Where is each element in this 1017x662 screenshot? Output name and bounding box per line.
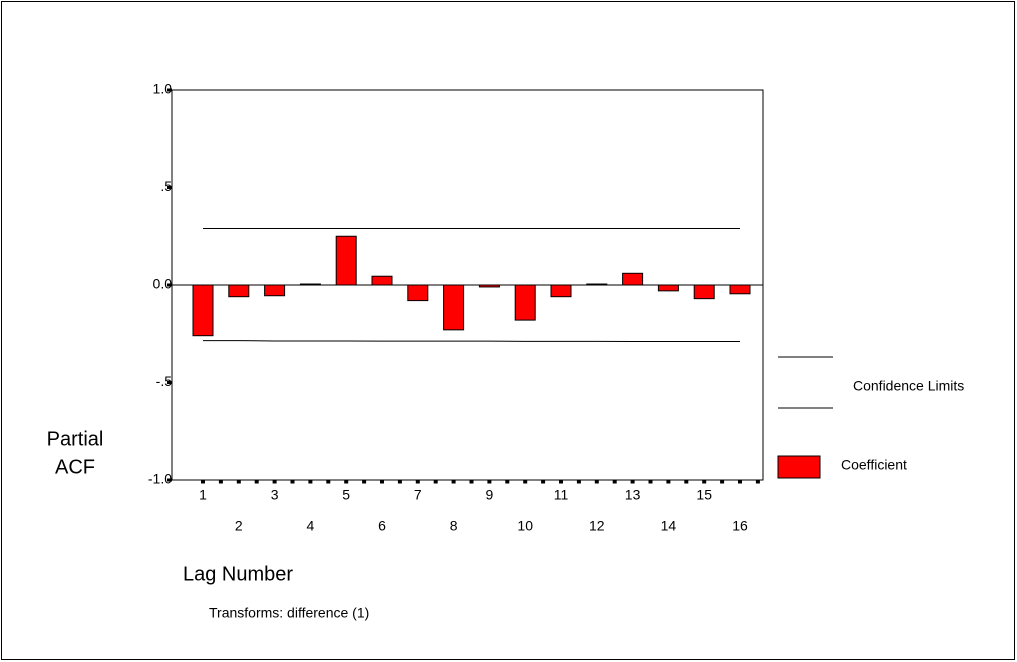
bar: [514, 284, 536, 321]
bar: [264, 284, 286, 297]
x-tick-label: 15: [696, 487, 712, 503]
x-tick-label: 1: [199, 487, 207, 503]
bar: [622, 272, 644, 286]
y-tick-label: 1.0: [153, 81, 173, 97]
x-tick-label: 16: [732, 518, 748, 534]
bar: [371, 275, 393, 286]
x-tick-label: 12: [589, 518, 605, 534]
bar: [729, 284, 751, 295]
bar: [192, 284, 214, 337]
bar: [407, 284, 429, 302]
bar: [443, 284, 465, 331]
x-tick-label: 3: [271, 487, 279, 503]
y-tick-label: 0.0: [153, 276, 173, 292]
legend-label: Coefficient: [841, 457, 907, 473]
x-tick-label: 8: [450, 518, 458, 534]
bar: [335, 235, 357, 286]
x-tick-label: 4: [307, 518, 315, 534]
y-axis-label: Partial: [47, 428, 104, 450]
x-tick-label: 11: [554, 487, 569, 503]
y-tick-label: .5: [160, 178, 172, 194]
confidence-limit: [203, 340, 740, 343]
y-axis-label: ACF: [55, 456, 95, 478]
bar: [299, 283, 321, 286]
x-axis-label: Lag Number: [183, 563, 293, 585]
bar: [693, 284, 715, 300]
bar: [586, 283, 608, 286]
note: Transforms: difference (1): [209, 605, 369, 621]
x-tick-label: 10: [517, 518, 533, 534]
bar: [550, 284, 572, 298]
y-tick-label: -1.0: [148, 471, 172, 487]
bar: [478, 284, 500, 288]
bar: [657, 284, 679, 292]
x-tick-label: 14: [661, 518, 677, 534]
x-tick-label: 13: [625, 487, 641, 503]
bar: [228, 284, 250, 298]
legend-label: Confidence Limits: [853, 378, 964, 394]
x-tick-label: 2: [235, 518, 243, 534]
x-tick-label: 6: [378, 518, 386, 534]
x-tick-label: 5: [342, 487, 350, 503]
legend-swatch: [777, 455, 821, 479]
y-tick-label: -.5: [156, 373, 173, 389]
x-tick-label: 9: [486, 487, 494, 503]
x-tick-label: 7: [414, 487, 422, 503]
